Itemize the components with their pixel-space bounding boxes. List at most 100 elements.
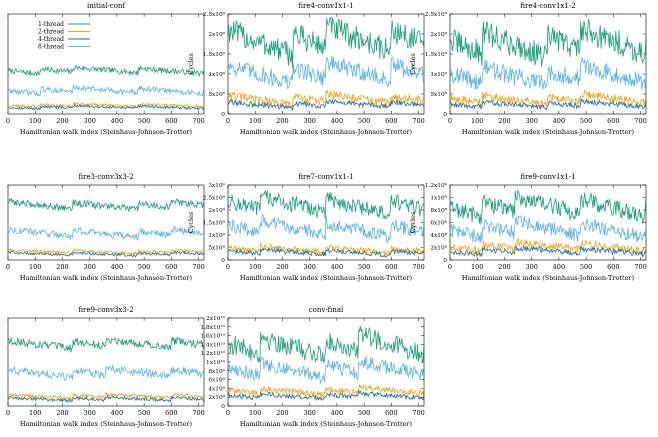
x-tick-label: 0 bbox=[226, 263, 230, 271]
x-tick-label: 600 bbox=[165, 117, 177, 125]
y-tick-label: 2x10⁹ bbox=[208, 207, 225, 214]
x-tick-label: 400 bbox=[553, 263, 565, 271]
x-tick-label: 0 bbox=[6, 263, 10, 271]
x-tick-label: 400 bbox=[331, 117, 343, 125]
x-tick-label: 700 bbox=[412, 117, 424, 125]
y-axis-label: Cycles bbox=[409, 53, 417, 75]
subplot-fire7-conv1x1-1: fire7-conv1x1-1 0 100 200 300 400 500 600 700 0 5x… bbox=[187, 173, 425, 282]
x-axis-label: Hamiltonian walk index (Steinhaus-Johnso… bbox=[20, 420, 193, 428]
series-line-4-thread bbox=[450, 97, 646, 111]
x-tick-label: 600 bbox=[165, 263, 177, 271]
plot-frame bbox=[7, 317, 205, 407]
y-tick-label: 2x10¹⁰ bbox=[206, 315, 226, 322]
x-tick-label: 600 bbox=[385, 263, 397, 271]
series-line-2-thread bbox=[228, 242, 424, 257]
y-tick-label: 6x10⁸ bbox=[430, 220, 447, 227]
subplot-title: fire4-conv1x1-2 bbox=[520, 2, 575, 10]
x-tick-label: 600 bbox=[165, 409, 177, 417]
y-tick-label: 2x10⁹ bbox=[208, 394, 225, 401]
series-line-8-thread bbox=[450, 57, 646, 90]
x-tick-label: 400 bbox=[111, 409, 123, 417]
series-line-2-thread bbox=[228, 89, 424, 109]
series-line-1-thread bbox=[450, 18, 646, 67]
x-tick-label: 200 bbox=[276, 409, 288, 417]
x-tick-label: 300 bbox=[303, 409, 315, 417]
legend-label: 4-thread bbox=[38, 36, 64, 43]
series-line-8-thread bbox=[8, 83, 204, 98]
y-tick-label: 2.5x10⁹ bbox=[203, 11, 226, 18]
legend-label: 8-thread bbox=[38, 44, 64, 51]
x-tick-label: 500 bbox=[358, 263, 370, 271]
x-tick-label: 400 bbox=[111, 117, 123, 125]
subplot-initial-conf: initial-conf 0 100 200 300 400 500 600 700 Hamilt… bbox=[6, 2, 205, 136]
plot-frame bbox=[449, 13, 647, 115]
series-line-1-thread bbox=[228, 325, 424, 364]
x-tick-label: 200 bbox=[498, 117, 510, 125]
y-tick-label: 0 bbox=[443, 258, 447, 264]
y-tick-label: 4x10⁸ bbox=[430, 232, 447, 239]
series-line-4-thread bbox=[8, 394, 204, 403]
x-tick-label: 500 bbox=[358, 409, 370, 417]
series-line-1-thread bbox=[228, 189, 424, 220]
x-tick-label: 500 bbox=[138, 409, 150, 417]
x-tick-label: 300 bbox=[83, 117, 95, 125]
x-tick-label: 700 bbox=[412, 409, 424, 417]
y-tick-label: 1.8x10¹⁰ bbox=[200, 324, 225, 331]
x-tick-label: 200 bbox=[56, 263, 68, 271]
y-tick-label: 1.5x10⁹ bbox=[203, 51, 226, 58]
series-line-8-thread bbox=[228, 355, 424, 384]
plot-frame bbox=[7, 184, 205, 261]
y-axis-label: Cycles bbox=[187, 53, 195, 75]
plot-frame bbox=[7, 13, 205, 115]
y-tick-label: 2x10⁸ bbox=[430, 245, 447, 252]
subplot-fire9-conv1x1-1: fire9-conv1x1-1 0 100 200 300 400 500 600 700 0 2x… bbox=[409, 173, 647, 282]
legend-label: 1-thread bbox=[38, 21, 64, 28]
subplot-fire4-conv1x1-1: fire4-conv1x1-1 0 100 200 300 400 500 600 700 0 5x… bbox=[187, 2, 425, 136]
y-tick-label: 1.6x10¹⁰ bbox=[200, 333, 225, 340]
x-tick-label: 400 bbox=[111, 263, 123, 271]
plot-frame bbox=[227, 13, 425, 115]
x-tick-label: 300 bbox=[303, 263, 315, 271]
x-tick-label: 100 bbox=[471, 263, 483, 271]
x-tick-label: 700 bbox=[634, 117, 646, 125]
series-line-8-thread bbox=[228, 213, 424, 244]
x-axis-label: Hamiltonian walk index (Steinhaus-Johnso… bbox=[240, 420, 413, 428]
x-tick-label: 300 bbox=[83, 409, 95, 417]
series-line-4-thread bbox=[228, 99, 424, 111]
subplot-title: fire4-conv1x1-1 bbox=[298, 2, 353, 10]
x-tick-label: 100 bbox=[249, 117, 261, 125]
series-line-1-thread bbox=[228, 16, 424, 68]
x-tick-label: 400 bbox=[553, 117, 565, 125]
series-line-2-thread bbox=[8, 391, 204, 401]
x-tick-label: 0 bbox=[448, 117, 452, 125]
series-line-8-thread bbox=[8, 225, 204, 241]
x-tick-label: 500 bbox=[358, 117, 370, 125]
y-tick-label: 1.4x10¹⁰ bbox=[200, 341, 225, 348]
subplot-title: fire7-conv1x1-1 bbox=[298, 173, 353, 181]
x-tick-label: 100 bbox=[249, 263, 261, 271]
x-tick-label: 0 bbox=[448, 263, 452, 271]
x-tick-label: 700 bbox=[634, 263, 646, 271]
y-tick-label: 8x10⁸ bbox=[430, 207, 447, 214]
y-tick-label: 2.5x10⁹ bbox=[425, 11, 448, 18]
series-line-2-thread bbox=[8, 247, 204, 256]
x-tick-label: 0 bbox=[6, 117, 10, 125]
x-tick-label: 300 bbox=[303, 117, 315, 125]
y-tick-label: 5x10⁸ bbox=[430, 91, 447, 98]
series-line-8-thread bbox=[8, 364, 204, 382]
x-tick-label: 400 bbox=[331, 409, 343, 417]
y-tick-label: 1x10⁹ bbox=[208, 232, 225, 239]
y-tick-label: 0 bbox=[221, 258, 225, 264]
series-line-2-thread bbox=[8, 101, 204, 109]
series-line-2-thread bbox=[228, 383, 424, 399]
x-axis-label: Hamiltonian walk index (Steinhaus-Johnso… bbox=[20, 128, 193, 136]
x-axis-label: Hamiltonian walk index (Steinhaus-Johnso… bbox=[20, 274, 193, 282]
x-tick-label: 0 bbox=[226, 409, 230, 417]
legend-label: 2-thread bbox=[38, 29, 64, 36]
x-tick-label: 200 bbox=[276, 117, 288, 125]
y-tick-label: 0 bbox=[443, 112, 447, 118]
y-tick-label: 1x10⁹ bbox=[430, 71, 447, 78]
y-tick-label: 1.2x10¹⁰ bbox=[200, 350, 225, 357]
x-tick-label: 100 bbox=[29, 117, 41, 125]
